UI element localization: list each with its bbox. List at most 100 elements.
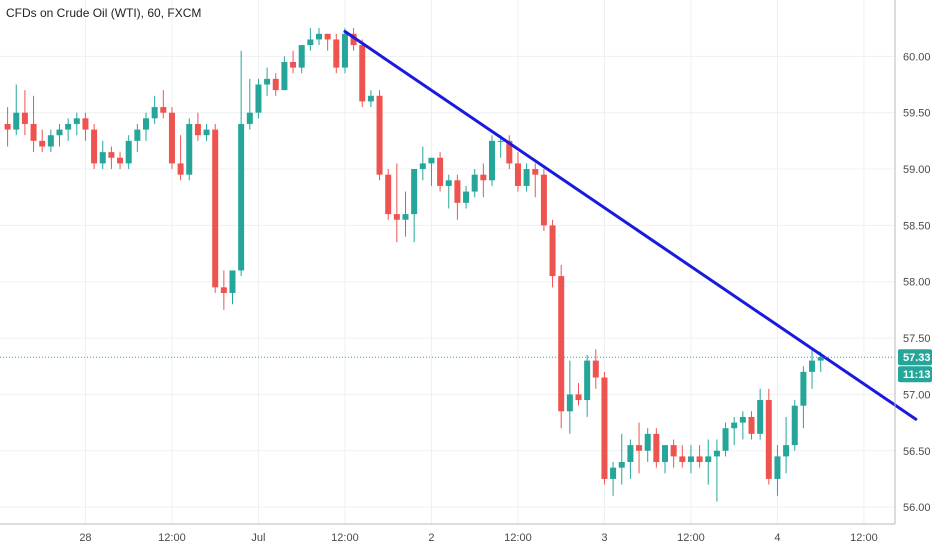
candle	[506, 135, 513, 170]
candle-body	[497, 140, 504, 142]
candle	[212, 123, 219, 293]
candle-body	[800, 371, 807, 406]
countdown-badge-bg	[898, 366, 932, 383]
candle	[21, 90, 28, 136]
price-tick-label: 56.00	[903, 502, 931, 514]
candle	[722, 422, 729, 457]
candle	[82, 112, 89, 141]
last-price-badge-bg	[898, 349, 932, 366]
candle	[359, 39, 366, 108]
candle-body	[272, 78, 279, 91]
candle-body	[324, 33, 331, 40]
price-tick-label: 57.50	[903, 333, 931, 345]
candle	[290, 50, 297, 74]
candle	[705, 439, 712, 485]
candle	[117, 152, 124, 170]
candle-body	[618, 462, 625, 468]
candle-body	[21, 112, 28, 124]
candle	[341, 28, 348, 74]
candle-body	[194, 123, 201, 136]
last-price-badge: 57.33	[898, 349, 932, 366]
time-axis[interactable]: 28 12:00 Jul 12:00 2 12:00 3 12:00 4 12:00	[79, 532, 877, 544]
candle	[437, 152, 444, 192]
candle	[800, 366, 807, 429]
candle-body	[817, 357, 824, 361]
candle	[376, 90, 383, 181]
candle	[575, 383, 582, 406]
candle	[713, 439, 720, 502]
candle-body	[125, 140, 132, 164]
candle	[731, 416, 738, 446]
candle	[298, 45, 305, 74]
candle-body	[445, 180, 452, 186]
candle-body	[757, 400, 764, 434]
candle-body	[220, 287, 227, 293]
candle-body	[636, 445, 643, 451]
candle-body	[402, 214, 409, 220]
price-tick-label: 56.50	[903, 446, 931, 458]
candle	[783, 416, 790, 474]
price-tick-label: 58.00	[903, 277, 931, 289]
trendline-layer[interactable]	[343, 30, 918, 421]
candle	[644, 428, 651, 463]
candle-body	[229, 270, 236, 293]
price-tick-label: 57.00	[903, 389, 931, 401]
time-tick-label: 4	[774, 532, 780, 544]
candle	[151, 95, 158, 124]
candle-body	[783, 445, 790, 457]
candle-body	[774, 456, 781, 479]
candle-body	[385, 174, 392, 215]
candle-body	[99, 152, 106, 164]
candle	[584, 354, 591, 417]
candle-body	[151, 107, 158, 119]
candle-body	[238, 123, 245, 271]
candle	[610, 462, 617, 496]
candle	[177, 135, 184, 181]
time-tick-label: 28	[79, 532, 91, 544]
candle	[419, 146, 426, 181]
candle	[203, 123, 210, 141]
candle	[653, 428, 660, 468]
candle	[307, 28, 314, 51]
candle-body	[39, 140, 46, 147]
candle-body	[731, 422, 738, 429]
candle	[463, 185, 470, 209]
price-tick-label: 59.00	[903, 164, 931, 176]
candle	[636, 422, 643, 474]
candle-body	[791, 405, 798, 446]
candle	[220, 270, 227, 310]
candle-body	[566, 394, 573, 412]
price-tick-label: 58.50	[903, 220, 931, 232]
candle-body	[540, 174, 547, 226]
candle-body	[134, 129, 141, 141]
candle	[558, 264, 565, 429]
candle	[73, 112, 80, 136]
candle	[108, 146, 115, 170]
candle	[350, 28, 357, 51]
candle	[99, 140, 106, 170]
candle	[4, 107, 11, 147]
trendline[interactable]	[343, 30, 918, 421]
candle	[411, 169, 418, 243]
price-axis[interactable]: 56.00 56.50 57.00 57.50 58.00 58.50 59.00 59.50…	[903, 51, 931, 514]
candle-body	[722, 428, 729, 451]
candle-body	[367, 95, 374, 102]
candle-body	[411, 169, 418, 215]
candle-body	[705, 456, 712, 463]
candle	[445, 174, 452, 209]
candle-body	[739, 416, 746, 423]
candle-body	[696, 456, 703, 463]
candlestick-series	[4, 28, 824, 502]
candle	[765, 388, 772, 485]
last-price-label: 57.33	[903, 352, 931, 364]
candle	[246, 78, 253, 130]
candle-body	[246, 112, 253, 124]
time-tick-label: 12:00	[331, 532, 359, 544]
candle	[618, 433, 625, 485]
candle	[30, 95, 37, 153]
candle	[194, 112, 201, 141]
candle-body	[350, 33, 357, 46]
candle-body	[307, 39, 314, 46]
candle-body	[653, 433, 660, 463]
